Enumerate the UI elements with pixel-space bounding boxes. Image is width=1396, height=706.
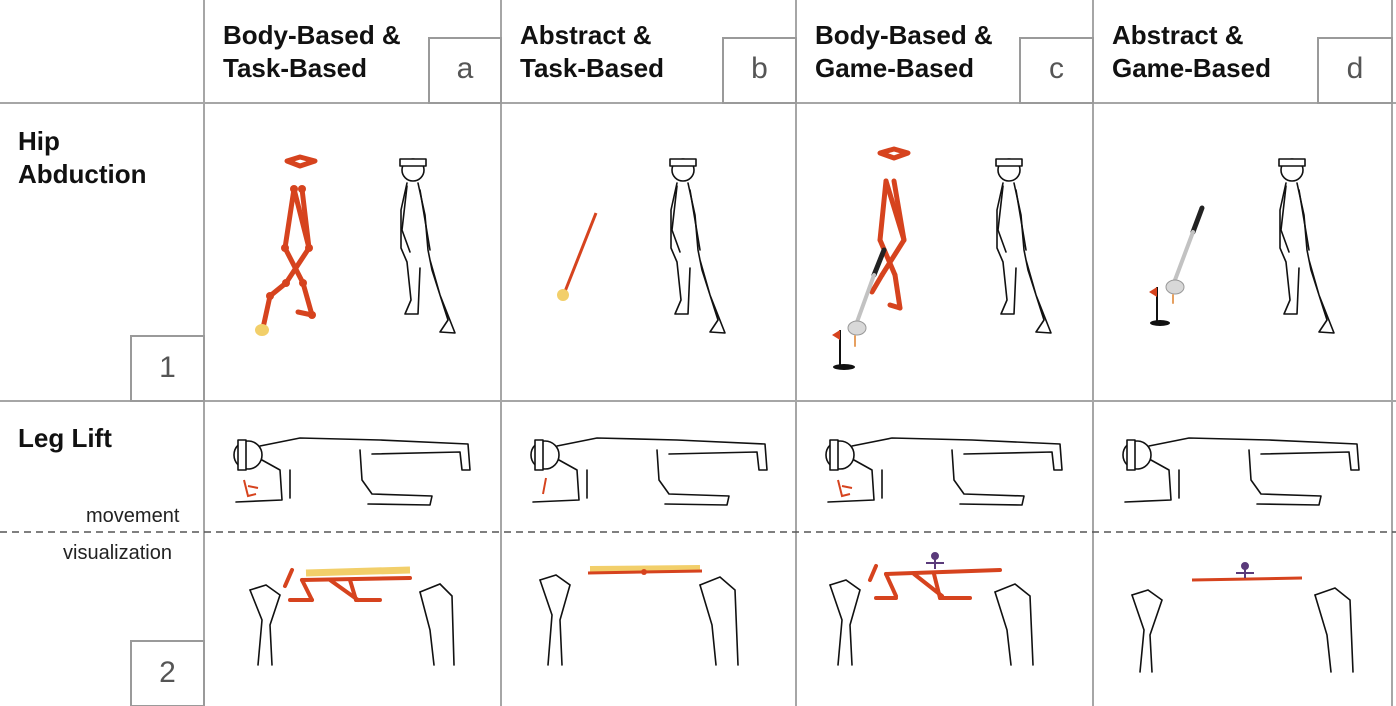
crawling-person-b — [530, 437, 768, 506]
column-header-d: Abstract & Game-Based — [1112, 19, 1271, 85]
golf-flag-d — [1149, 287, 1170, 326]
hands-d — [1131, 587, 1354, 673]
column-header-b-line1: Abstract & — [520, 20, 652, 50]
hands-c — [829, 579, 1034, 666]
abstract-bar-b-mid — [641, 569, 647, 575]
column-tag-b: b — [751, 52, 768, 85]
column-header-c-line2: Game-Based — [815, 53, 974, 83]
tag-boxes — [130, 37, 1393, 706]
row-header-1-line2: Abduction — [18, 159, 147, 189]
foot-bar-a — [305, 566, 411, 577]
column-tag-c: c — [1049, 52, 1064, 85]
standing-person-c — [995, 158, 1052, 334]
column-header-d-line1: Abstract & — [1112, 20, 1244, 50]
column-header-b: Abstract & Task-Based — [520, 19, 664, 85]
column-header-b-line2: Task-Based — [520, 53, 665, 83]
column-header-d-line2: Game-Based — [1112, 53, 1271, 83]
skeleton-topdown-c — [868, 564, 1002, 600]
column-tag-a: a — [456, 52, 474, 85]
column-header-a-line2: Task-Based — [223, 53, 368, 83]
column-header-c: Body-Based & Game-Based — [815, 19, 993, 85]
visualization-label: visualization — [63, 542, 172, 564]
golf-flag-c — [832, 330, 855, 370]
tiny-walker-d — [1236, 562, 1254, 578]
skeleton-mini-a — [243, 479, 259, 498]
column-header-c-line1: Body-Based & — [815, 20, 993, 50]
row-header-2: Leg Lift — [18, 422, 112, 455]
hip-skeleton-c — [869, 146, 911, 311]
hands-b — [539, 574, 739, 666]
abstract-mini-b — [542, 477, 547, 495]
movement-label: movement — [86, 505, 180, 527]
crawling-person-a — [233, 437, 471, 506]
hands-a — [249, 583, 455, 666]
standing-person-a — [399, 158, 456, 334]
foot-marker-b — [557, 289, 569, 301]
column-header-a: Body-Based & Task-Based — [223, 19, 401, 85]
row-header-2-line1: Leg Lift — [18, 423, 112, 453]
skeleton-topdown-a — [283, 568, 412, 602]
golf-club-c — [847, 247, 887, 347]
standing-person-b — [669, 158, 726, 334]
column-header-a-line1: Body-Based & — [223, 20, 401, 50]
golf-club-d — [1165, 205, 1205, 304]
foot-marker-a — [255, 324, 269, 336]
standing-person-d — [1278, 158, 1335, 334]
row-tag-2: 2 — [159, 656, 176, 689]
crawling-person-c — [825, 437, 1063, 506]
skeleton-mini-c — [837, 479, 853, 498]
foot-bar-b — [589, 565, 701, 572]
row-tag-1: 1 — [159, 351, 176, 384]
row-header-1-line1: Hip — [18, 126, 60, 156]
column-tag-d: d — [1346, 52, 1364, 85]
hip-skeleton-a-joints — [266, 185, 316, 319]
abstract-bar-d — [1191, 576, 1303, 582]
tiny-walker-c — [926, 552, 944, 569]
hip-line-b — [562, 212, 598, 295]
crawling-person-d — [1122, 437, 1360, 506]
row-header-1: Hip Abduction — [18, 125, 147, 191]
hip-skeleton-a — [260, 154, 318, 331]
